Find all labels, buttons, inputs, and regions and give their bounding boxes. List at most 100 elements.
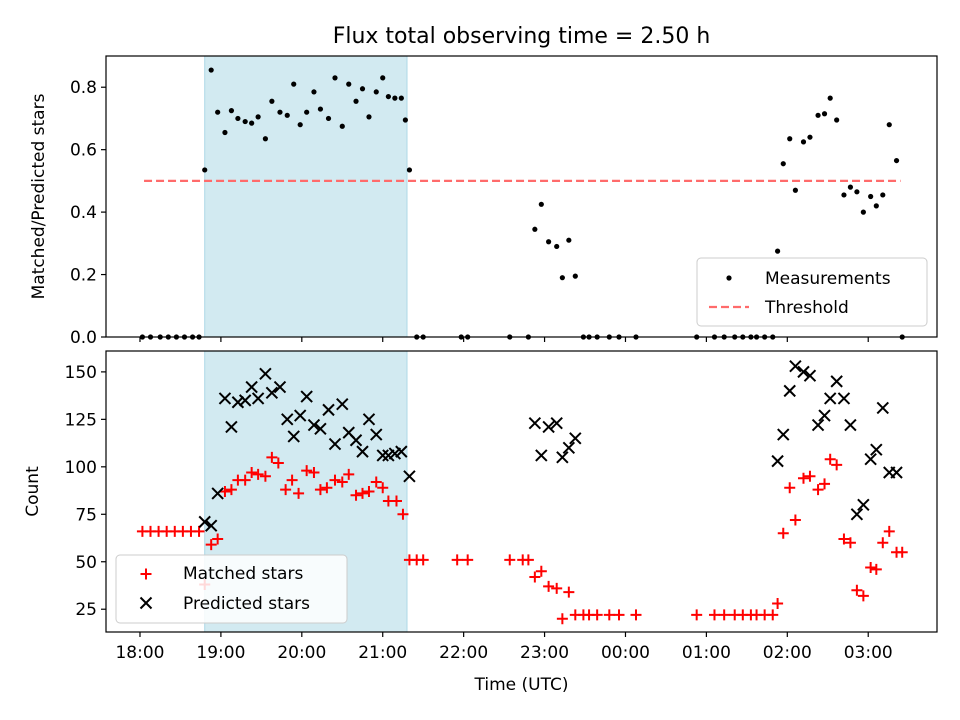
data-point	[376, 449, 389, 462]
data-point	[562, 441, 576, 455]
data-point	[807, 134, 813, 140]
data-point	[803, 369, 817, 382]
data-point	[255, 114, 261, 120]
data-point	[373, 89, 379, 95]
data-point	[451, 554, 463, 566]
legend-box	[696, 257, 928, 327]
data-point	[350, 489, 362, 501]
data-point	[880, 192, 886, 198]
data-point	[300, 390, 313, 403]
data-point	[402, 117, 408, 123]
data-point	[238, 394, 252, 407]
data-point	[784, 482, 796, 494]
data-point	[222, 129, 228, 136]
count-panel: 25 50 75 100 125 150 18:00 19:00 20:00 21:00 22:00…	[23, 350, 938, 695]
data-point	[870, 563, 882, 575]
data-point	[603, 609, 615, 621]
data-point	[827, 95, 833, 101]
data-point	[546, 239, 552, 245]
data-point	[329, 474, 341, 486]
legend-marker-matched	[140, 568, 152, 580]
y-tick-label: 0.6	[70, 141, 97, 161]
x-tick-label: 00:00	[601, 643, 650, 663]
data-point	[837, 392, 851, 405]
data-point	[873, 203, 879, 209]
y-tick-label: 25	[75, 600, 97, 620]
data-point	[328, 437, 342, 451]
data-point	[542, 420, 555, 434]
data-point	[821, 111, 828, 117]
data-point	[349, 434, 363, 447]
data-point	[771, 454, 784, 468]
data-point	[252, 468, 264, 480]
axes-frame	[105, 55, 938, 338]
data-point	[357, 487, 369, 499]
data-point	[259, 470, 271, 482]
data-point	[838, 533, 850, 545]
data-point	[277, 109, 283, 115]
data-point	[538, 201, 544, 207]
data-point	[528, 416, 542, 430]
data-point	[883, 525, 895, 537]
data-point	[529, 571, 541, 583]
data-point	[225, 484, 237, 496]
data-point	[780, 161, 786, 167]
data-point	[359, 86, 366, 92]
data-point	[245, 380, 258, 394]
data-point	[363, 486, 375, 497]
data-point	[896, 546, 908, 558]
data-point	[543, 580, 555, 592]
data-point	[212, 533, 224, 545]
data-point	[286, 474, 298, 486]
y-tick-label: 0.2	[70, 266, 97, 286]
y-tick-label: 75	[75, 505, 97, 525]
data-point	[559, 275, 565, 281]
data-point	[708, 609, 720, 621]
legend-label-threshold: Threshold	[764, 298, 849, 318]
data-point	[792, 187, 798, 193]
data-point	[202, 167, 208, 173]
data-point	[280, 484, 292, 496]
data-point	[789, 359, 802, 373]
data-point	[886, 122, 892, 128]
data-point	[293, 487, 305, 499]
data-point	[819, 478, 831, 490]
data-point	[797, 472, 809, 484]
data-point	[356, 445, 369, 458]
y-tick-label: 0.4	[70, 203, 97, 223]
data-point	[841, 192, 847, 198]
data-point	[273, 380, 287, 394]
data-point	[262, 136, 269, 142]
data-point	[818, 409, 831, 422]
data-point	[630, 609, 642, 621]
data-point	[284, 112, 290, 118]
data-point	[353, 98, 359, 104]
x-tick-label: 20:00	[277, 643, 326, 663]
data-point	[844, 537, 856, 549]
data-point	[308, 467, 320, 479]
data-point	[774, 248, 781, 254]
legend: Measurements Threshold	[696, 257, 928, 327]
data-point	[272, 457, 284, 469]
data-point	[613, 609, 625, 621]
data-point	[830, 375, 843, 388]
y-tick-label: 100	[65, 458, 97, 478]
data-point	[304, 109, 310, 115]
data-point	[293, 409, 307, 422]
y-axis-label: Count	[23, 466, 43, 517]
data-point	[215, 109, 221, 115]
data-point	[346, 81, 352, 87]
data-point	[691, 609, 703, 621]
data-point	[772, 598, 784, 610]
chart-title: Flux total observing time = 2.50 h	[333, 24, 711, 49]
data-point	[535, 449, 548, 462]
legend: Matched stars Predicted stars	[115, 554, 348, 624]
data-point	[550, 416, 563, 430]
data-point	[860, 209, 866, 215]
data-point	[205, 539, 217, 551]
data-point	[317, 106, 324, 112]
x-tick-label: 23:00	[520, 643, 569, 663]
data-point	[297, 122, 303, 128]
data-point	[504, 554, 516, 566]
